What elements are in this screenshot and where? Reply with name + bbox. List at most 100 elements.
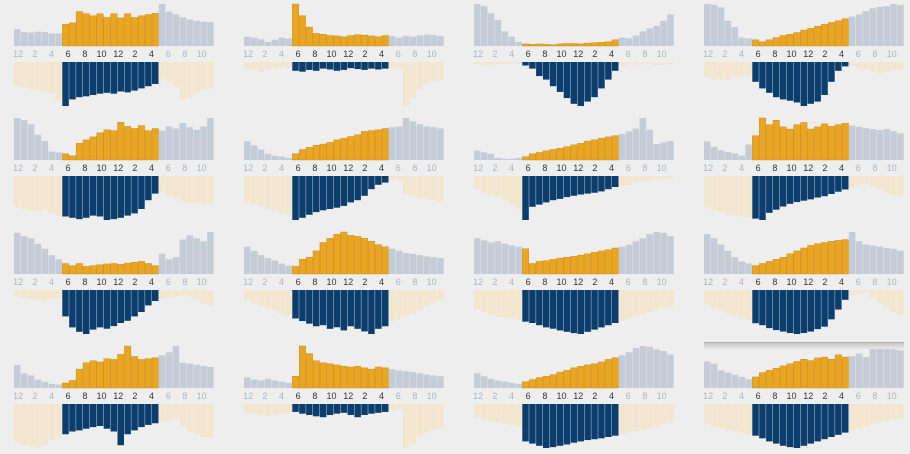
top-bar [501,31,509,46]
bottom-bar [773,62,780,98]
hourly-chart-13: 12 2 4 6 8 10 12 2 4 6 8 10 [13,345,214,448]
top-bar [759,372,766,389]
hour-tick-label: 4 [379,163,384,173]
bottom-bar [430,176,437,201]
top-bar [326,35,334,47]
hour-tick-label: 12 [113,391,123,401]
hour-tick-label: 2 [362,49,367,59]
hour-tick-label: 4 [149,277,154,287]
bottom-bar [395,404,403,410]
hour-tick-label: 6 [66,163,71,173]
top-bar [522,381,529,389]
bottom-bar [124,176,131,216]
bottom-bar [639,404,647,430]
top-bar [646,346,653,388]
bottom-bar [766,176,773,213]
hour-tick-label: 6 [296,49,301,59]
top-bar [717,370,725,388]
bottom-bar [639,176,647,182]
hour-tick-label: 8 [312,49,317,59]
hour-tick-label: 12 [573,277,583,287]
top-bar [570,144,578,161]
bottom-bar [605,62,612,80]
top-bar [374,366,382,389]
top-bar [264,258,272,274]
hour-tick-label: 4 [279,49,284,59]
top-bar [704,4,711,46]
top-bar [738,155,745,160]
bottom-bar [779,404,787,446]
bottom-bar [515,176,522,209]
bottom-bar [299,176,306,218]
bottom-bar [131,290,138,317]
bottom-bar [724,404,732,431]
top-bar [151,13,159,47]
top-bar [110,359,118,389]
hourly-panel-4: 12 2 4 6 8 10 12 2 4 6 8 10 [703,2,910,112]
bottom-bar [89,404,97,428]
bottom-bar [172,290,180,297]
hour-tick-label: 2 [132,49,137,59]
hour-tick-label: 2 [132,277,137,287]
hour-tick-label: 10 [327,163,337,173]
top-bar [14,364,21,388]
top-bar [765,39,773,47]
bottom-bar [69,62,76,100]
bottom-bar [402,404,410,448]
hourly-panel-11: 12 2 4 6 8 10 12 2 4 6 8 10 [473,230,704,340]
top-bar [494,157,502,160]
top-bar [529,153,536,161]
top-bar [250,37,258,46]
bottom-bar [543,404,550,448]
top-bar [897,250,904,274]
top-bar [172,14,180,46]
top-bar [759,263,766,275]
bottom-bar [529,62,536,69]
top-bar [487,13,495,47]
bottom-bar [848,62,856,66]
bottom-bar [752,404,759,436]
top-bar [82,139,90,161]
top-bar [124,262,132,275]
bottom-bar [632,62,640,65]
top-bar [48,151,55,160]
top-bar [814,357,822,389]
hour-tick-label: 6 [526,277,531,287]
top-bar [841,356,849,389]
bottom-bar [828,290,835,320]
top-bar [883,6,890,47]
top-bar [827,22,835,47]
top-bar [834,124,842,161]
top-bar [597,250,605,275]
top-bar [27,238,35,274]
top-bar [319,242,327,275]
top-bar [710,4,718,46]
bottom-bar [738,176,745,217]
bottom-bar [264,176,272,209]
bottom-bar [501,290,509,318]
top-bar [501,158,509,160]
bottom-bar [556,290,564,331]
hourly-chart-1: 12 2 4 6 8 10 12 2 4 6 8 10 [13,4,214,106]
top-bar [474,238,481,274]
bottom-bar [876,290,883,303]
top-bar [487,378,495,388]
bottom-bar [890,290,897,312]
hour-tick-label: 8 [642,391,647,401]
bottom-bar [474,62,481,65]
top-bar [200,241,207,274]
top-bar [312,145,320,161]
bottom-bar [800,176,808,201]
top-bar [717,7,725,46]
top-bar [807,128,815,161]
top-bar [361,367,369,389]
hour-tick-label: 10 [557,391,567,401]
bottom-bar [354,176,361,201]
top-bar [772,367,780,389]
bottom-bar [409,62,417,98]
hour-tick-label: 8 [872,49,877,59]
top-bar [27,32,35,46]
hour-tick-label: 10 [97,277,107,287]
hour-tick-label: 8 [872,391,877,401]
bottom-bar [96,290,104,328]
